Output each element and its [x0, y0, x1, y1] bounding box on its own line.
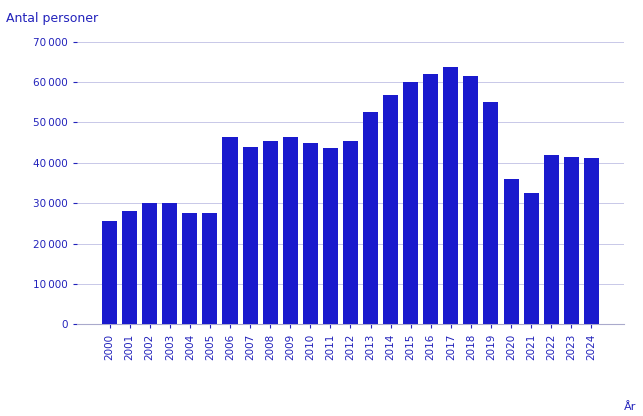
Bar [544, 155, 559, 324]
Bar [102, 221, 117, 324]
Bar [242, 147, 258, 324]
Bar [464, 76, 478, 324]
Bar [142, 203, 157, 324]
Bar [363, 112, 378, 324]
Bar [443, 67, 458, 324]
Text: Antal personer: Antal personer [6, 12, 98, 25]
Bar [343, 141, 358, 324]
Bar [584, 158, 599, 324]
Bar [303, 143, 318, 324]
Bar [503, 179, 518, 324]
Bar [283, 136, 298, 324]
Bar [122, 211, 137, 324]
Bar [403, 82, 418, 324]
Bar [162, 203, 177, 324]
Bar [323, 148, 338, 324]
Text: År: År [624, 402, 637, 412]
Bar [484, 102, 498, 324]
Bar [523, 193, 539, 324]
Bar [423, 74, 439, 324]
Bar [222, 136, 237, 324]
Bar [564, 157, 579, 324]
Bar [262, 141, 278, 324]
Bar [383, 95, 398, 324]
Bar [203, 213, 217, 324]
Bar [183, 213, 197, 324]
